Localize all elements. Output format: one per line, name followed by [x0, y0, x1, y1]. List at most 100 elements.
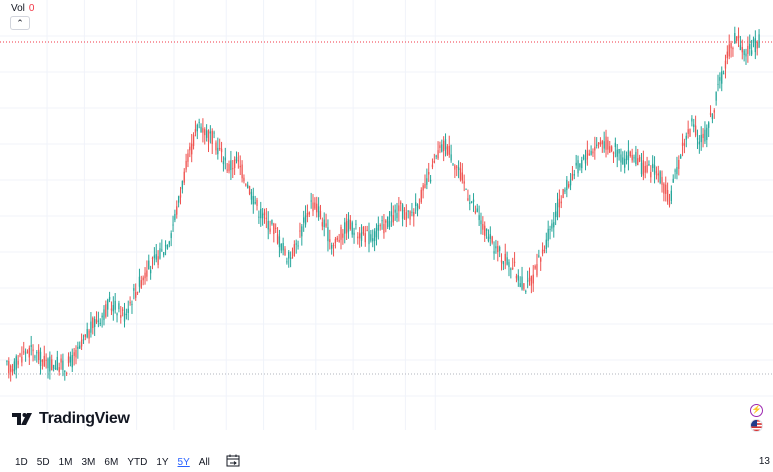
candle-body: [52, 364, 55, 369]
candle-body: [478, 215, 480, 221]
candle-body: [747, 45, 749, 54]
candle-body: [345, 220, 348, 234]
candle-body: [704, 129, 706, 142]
candle-body: [597, 142, 600, 145]
candle-body: [291, 257, 294, 259]
chart-area[interactable]: 2020Jun2021Jun2022Jun2023Jun2024May: [0, 0, 773, 430]
candle-body: [461, 172, 463, 181]
candle-body: [235, 156, 238, 161]
candle-body: [159, 248, 161, 259]
candle-body: [62, 360, 64, 370]
candle-body: [90, 321, 92, 333]
candle-body: [485, 228, 488, 231]
candle-body: [280, 243, 282, 251]
candle-body: [80, 339, 83, 347]
candle-body: [540, 258, 542, 262]
candle-body: [474, 211, 477, 213]
range-button-5y[interactable]: 5Y: [177, 456, 190, 468]
candle-body: [211, 130, 213, 145]
candle-body: [569, 179, 572, 186]
tradingview-logo[interactable]: TradingView: [12, 410, 130, 428]
range-button-1y[interactable]: 1Y: [156, 456, 169, 468]
candle-body: [724, 60, 727, 69]
candle-body: [316, 203, 318, 213]
candle-body: [375, 227, 378, 238]
candle-body: [116, 313, 118, 316]
candle-body: [734, 32, 736, 44]
candlestick-chart[interactable]: 2020Jun2021Jun2022Jun2023Jun2024May: [0, 0, 773, 430]
range-button-ytd[interactable]: YTD: [127, 456, 148, 468]
candle-body: [700, 134, 702, 143]
range-button-3m[interactable]: 3M: [81, 456, 96, 468]
candle-body: [614, 142, 617, 148]
candle-body: [624, 158, 626, 168]
candle-body: [177, 196, 180, 203]
candle-body: [737, 35, 740, 39]
candle-body: [756, 41, 758, 49]
candle-body: [596, 144, 598, 146]
candle-body: [741, 47, 743, 53]
range-button-6m[interactable]: 6M: [104, 456, 119, 468]
candle-body: [114, 300, 116, 310]
candle-body: [549, 229, 551, 231]
candle-body: [43, 355, 45, 366]
candle-body: [711, 114, 714, 120]
candle-body: [726, 51, 728, 59]
candle-body: [653, 165, 656, 175]
candle-body: [407, 210, 409, 212]
candle-body: [428, 171, 430, 175]
candle-body: [582, 155, 585, 160]
candle-body: [394, 209, 396, 213]
candle-body: [286, 261, 288, 263]
candle-body: [312, 202, 314, 212]
candle-body: [317, 206, 320, 218]
tradingview-logo-icon: [12, 413, 32, 425]
candle-body: [95, 319, 98, 323]
candle-body: [532, 274, 534, 284]
range-button-1m[interactable]: 1M: [58, 456, 73, 468]
range-button-all[interactable]: All: [198, 456, 210, 468]
candle-body: [708, 122, 710, 128]
candle-body: [155, 254, 157, 260]
candle-body: [372, 238, 374, 242]
candle-body: [198, 121, 200, 123]
candle-body: [131, 303, 133, 305]
candle-body: [28, 347, 30, 358]
range-button-5d[interactable]: 5D: [36, 456, 50, 468]
candle-body: [105, 304, 107, 317]
candle-body: [706, 127, 708, 140]
candle-body: [39, 351, 42, 367]
candle-body: [205, 130, 208, 138]
candle-body: [112, 305, 114, 312]
candle-body: [275, 227, 277, 229]
candle-body: [6, 360, 8, 362]
candle-body: [508, 262, 510, 268]
candle-body: [319, 210, 322, 218]
candle-body: [377, 224, 379, 231]
chevron-up-icon: ⌃: [16, 18, 24, 28]
candle-body: [510, 268, 512, 270]
calendar-range-icon[interactable]: [226, 454, 240, 470]
candle-body: [465, 188, 467, 190]
candle-body: [237, 160, 240, 162]
candle-body: [502, 261, 505, 265]
lightning-icon[interactable]: ⚡: [750, 404, 763, 417]
candle-body: [168, 241, 170, 245]
candle-body: [127, 308, 129, 313]
candle-body: [526, 280, 529, 282]
collapse-legend-button[interactable]: ⌃: [10, 16, 30, 30]
candle-body: [19, 353, 21, 356]
candle-body: [273, 223, 275, 235]
us-flag-icon[interactable]: [750, 419, 763, 432]
candle-body: [295, 243, 297, 245]
candle-body: [77, 346, 79, 349]
range-button-1d[interactable]: 1D: [15, 456, 28, 468]
candle-body: [351, 222, 353, 235]
candle-body: [590, 150, 592, 155]
candle-body: [504, 253, 506, 261]
candle-body: [381, 220, 383, 222]
candle-body: [437, 150, 439, 159]
candle-body: [121, 309, 124, 311]
candle-body: [387, 216, 389, 228]
candle-body: [11, 369, 14, 373]
